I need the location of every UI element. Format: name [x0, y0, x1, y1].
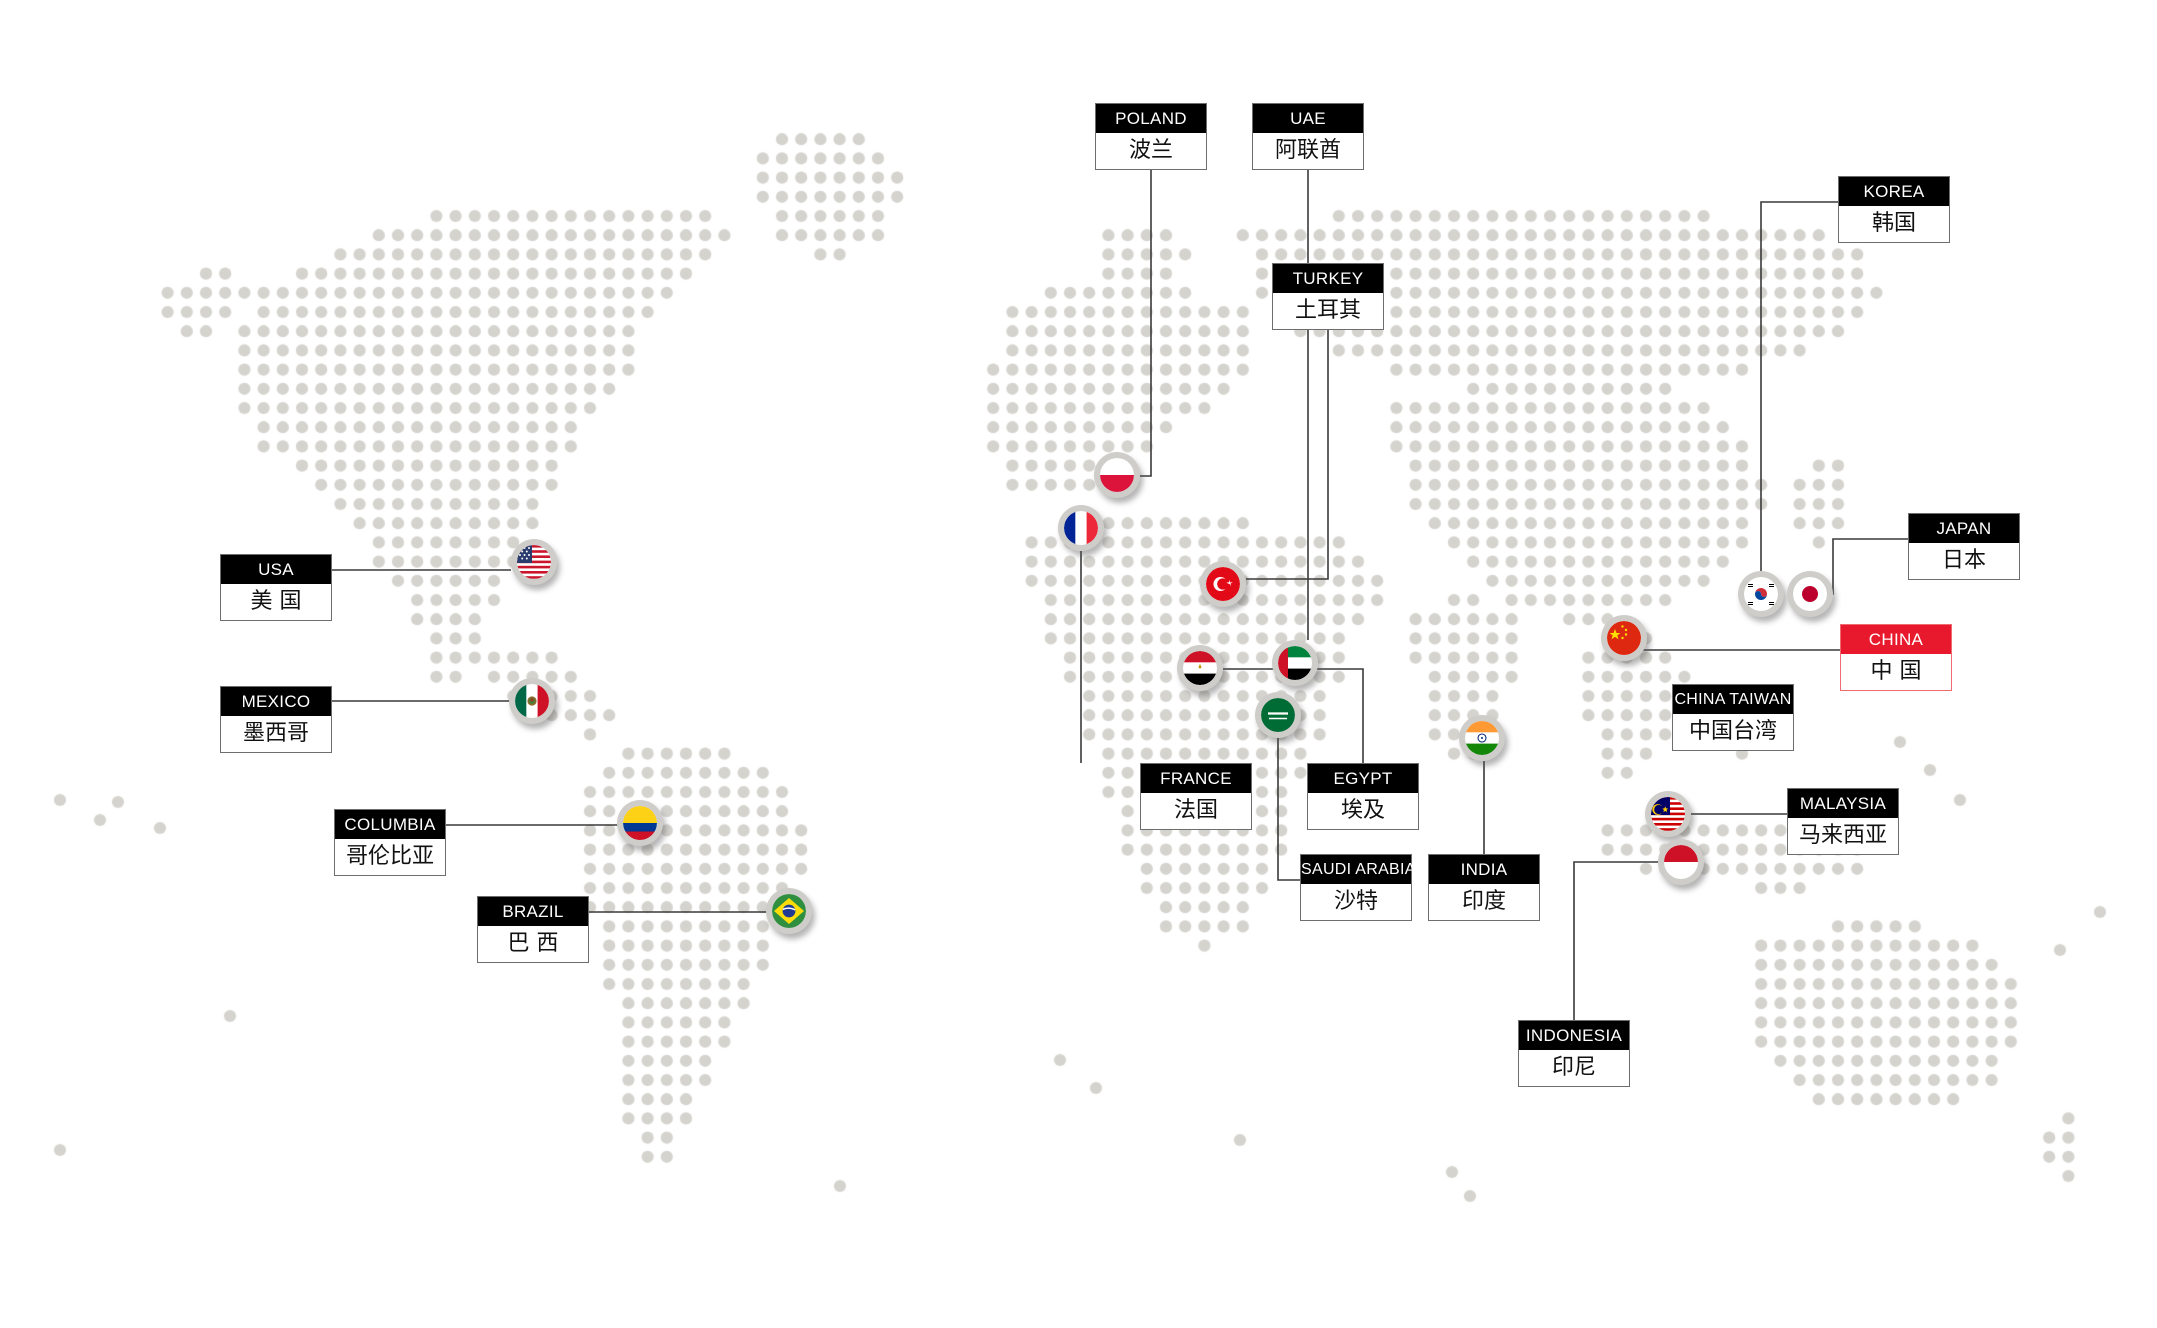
- country-name-en: CHINA TAIWAN: [1673, 685, 1793, 714]
- country-name-zh: 美 国: [221, 584, 331, 620]
- country-label-japan[interactable]: JAPAN 日本: [1908, 513, 2020, 580]
- country-name-zh: 印度: [1429, 884, 1539, 920]
- flag-marker-egypt[interactable]: [1177, 645, 1223, 691]
- mexico-flag-icon: [515, 684, 549, 718]
- country-name-zh: 马来西亚: [1788, 818, 1898, 854]
- flag-marker-indonesia[interactable]: [1658, 839, 1704, 885]
- korea-flag-icon: [1744, 577, 1778, 611]
- country-name-en: BRAZIL: [478, 897, 588, 926]
- indonesia-flag-icon: [1664, 845, 1698, 879]
- country-label-saudi-arabia[interactable]: SAUDI ARABIA 沙特: [1300, 854, 1415, 921]
- flag-marker-poland[interactable]: [1094, 452, 1140, 498]
- brazil-flag-icon: [772, 894, 806, 928]
- country-label-korea[interactable]: KOREA 韩国: [1838, 176, 1950, 243]
- country-name-en: INDIA: [1429, 855, 1539, 884]
- flag-marker-malaysia[interactable]: [1645, 791, 1691, 837]
- country-name-zh: 中 国: [1841, 654, 1951, 690]
- turkey-flag-icon: [1206, 567, 1240, 601]
- country-name-en: MEXICO: [221, 687, 331, 716]
- flag-marker-brazil[interactable]: [766, 888, 812, 934]
- country-name-zh: 韩国: [1839, 206, 1949, 242]
- country-label-india[interactable]: INDIA 印度: [1428, 854, 1540, 921]
- egypt-flag-icon: [1183, 651, 1217, 685]
- malaysia-flag-icon: [1651, 797, 1685, 831]
- country-name-zh: 沙特: [1301, 884, 1411, 920]
- country-name-zh: 哥伦比亚: [335, 839, 445, 875]
- flag-marker-uae[interactable]: [1272, 640, 1318, 686]
- flag-marker-france[interactable]: [1058, 505, 1104, 551]
- country-name-zh: 印尼: [1519, 1050, 1629, 1086]
- country-label-columbia[interactable]: COLUMBIA 哥伦比亚: [334, 809, 446, 876]
- uae-flag-icon: [1278, 646, 1312, 680]
- country-label-poland[interactable]: POLAND 波兰: [1095, 103, 1207, 170]
- country-name-en: UAE: [1253, 104, 1363, 133]
- poland-flag-icon: [1100, 458, 1134, 492]
- country-name-en: MALAYSIA: [1788, 789, 1898, 818]
- country-name-en: KOREA: [1839, 177, 1949, 206]
- country-name-en: CHINA: [1841, 625, 1951, 654]
- india-flag-icon: [1465, 721, 1499, 755]
- country-name-zh: 中国台湾: [1673, 714, 1793, 750]
- country-label-indonesia[interactable]: INDONESIA 印尼: [1518, 1020, 1630, 1087]
- country-name-en: TURKEY: [1273, 264, 1383, 293]
- country-name-en: FRANCE: [1141, 764, 1251, 793]
- country-label-mexico[interactable]: MEXICO 墨西哥: [220, 686, 332, 753]
- usa-flag-icon: [517, 545, 551, 579]
- flag-marker-usa[interactable]: [511, 539, 557, 585]
- country-label-china[interactable]: CHINA 中 国: [1840, 624, 1952, 691]
- country-name-zh: 土耳其: [1273, 293, 1383, 329]
- columbia-flag-icon: [623, 806, 657, 840]
- flag-marker-turkey[interactable]: [1200, 561, 1246, 607]
- country-label-turkey[interactable]: TURKEY 土耳其: [1272, 263, 1384, 330]
- country-name-zh: 波兰: [1096, 133, 1206, 169]
- country-label-uae[interactable]: UAE 阿联酋: [1252, 103, 1364, 170]
- country-name-en: USA: [221, 555, 331, 584]
- country-name-zh: 法国: [1141, 793, 1251, 829]
- country-name-zh: 阿联酋: [1253, 133, 1363, 169]
- country-label-france[interactable]: FRANCE 法国: [1140, 763, 1252, 830]
- france-flag-icon: [1064, 511, 1098, 545]
- country-name-zh: 埃及: [1308, 793, 1418, 829]
- china-flag-icon: [1607, 621, 1641, 655]
- country-name-en: POLAND: [1096, 104, 1206, 133]
- country-label-brazil[interactable]: BRAZIL 巴 西: [477, 896, 589, 963]
- japan-flag-icon: [1793, 577, 1827, 611]
- country-label-malaysia[interactable]: MALAYSIA 马来西亚: [1787, 788, 1899, 855]
- country-name-en: INDONESIA: [1519, 1021, 1629, 1050]
- flag-marker-mexico[interactable]: [509, 678, 555, 724]
- country-name-zh: 巴 西: [478, 926, 588, 962]
- flag-marker-china[interactable]: [1601, 615, 1647, 661]
- flag-marker-korea[interactable]: [1738, 571, 1784, 617]
- country-label-usa[interactable]: USA 美 国: [220, 554, 332, 621]
- country-label-egypt[interactable]: EGYPT 埃及: [1307, 763, 1419, 830]
- country-name-zh: 日本: [1909, 543, 2019, 579]
- flag-marker-india[interactable]: [1459, 715, 1505, 761]
- flag-marker-japan[interactable]: [1787, 571, 1833, 617]
- country-name-zh: 墨西哥: [221, 716, 331, 752]
- flag-marker-saudi-arabia[interactable]: [1255, 692, 1301, 738]
- country-label-china-taiwan[interactable]: CHINA TAIWAN 中国台湾: [1672, 684, 1794, 751]
- country-name-en: SAUDI ARABIA: [1301, 855, 1415, 884]
- saudi-flag-icon: [1261, 698, 1295, 732]
- flag-marker-columbia[interactable]: [617, 800, 663, 846]
- country-name-en: COLUMBIA: [335, 810, 445, 839]
- country-name-en: JAPAN: [1909, 514, 2019, 543]
- country-name-en: EGYPT: [1308, 764, 1418, 793]
